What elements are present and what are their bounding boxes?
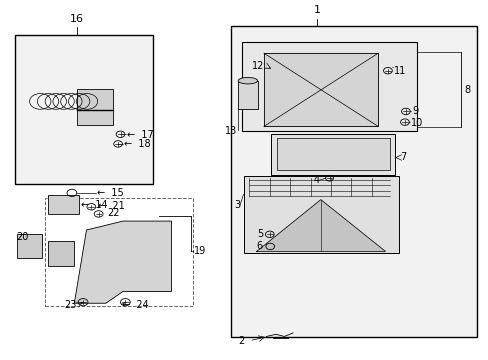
Text: 22: 22 <box>107 208 120 218</box>
Text: 1: 1 <box>313 5 320 15</box>
Text: ←  21: ← 21 <box>98 201 124 211</box>
Text: 8: 8 <box>463 85 469 95</box>
Text: ←  24: ← 24 <box>122 300 148 310</box>
Bar <box>47 195 79 214</box>
Text: 7: 7 <box>399 153 406 162</box>
Text: 3: 3 <box>234 200 240 210</box>
Text: ←  17: ← 17 <box>126 130 153 140</box>
Bar <box>243 176 398 253</box>
Text: ←  15: ← 15 <box>97 188 123 198</box>
Polygon shape <box>256 200 385 251</box>
Text: 23: 23 <box>64 300 77 310</box>
Bar <box>47 241 74 266</box>
Ellipse shape <box>238 77 257 84</box>
Text: 16: 16 <box>70 14 84 24</box>
Text: 9: 9 <box>411 106 418 116</box>
Bar <box>238 81 257 109</box>
Bar <box>77 89 113 125</box>
Bar <box>276 138 389 170</box>
Text: 10: 10 <box>410 118 423 128</box>
Bar <box>15 35 153 184</box>
Text: 2: 2 <box>238 337 244 346</box>
Text: 20: 20 <box>16 232 28 242</box>
Text: ←  14: ← 14 <box>81 200 107 210</box>
Text: 6: 6 <box>256 242 263 251</box>
Text: 4: 4 <box>313 175 319 185</box>
Bar <box>242 42 416 131</box>
Bar <box>271 134 394 175</box>
Bar <box>17 234 42 258</box>
Text: 11: 11 <box>393 66 406 76</box>
Polygon shape <box>74 221 171 303</box>
Text: 13: 13 <box>225 126 237 136</box>
Text: 5: 5 <box>257 229 263 239</box>
Bar <box>231 26 476 337</box>
Text: 12: 12 <box>251 62 264 71</box>
Text: 19: 19 <box>194 247 206 256</box>
Bar <box>45 198 193 306</box>
Polygon shape <box>264 53 377 126</box>
Text: ←  18: ← 18 <box>124 139 151 149</box>
